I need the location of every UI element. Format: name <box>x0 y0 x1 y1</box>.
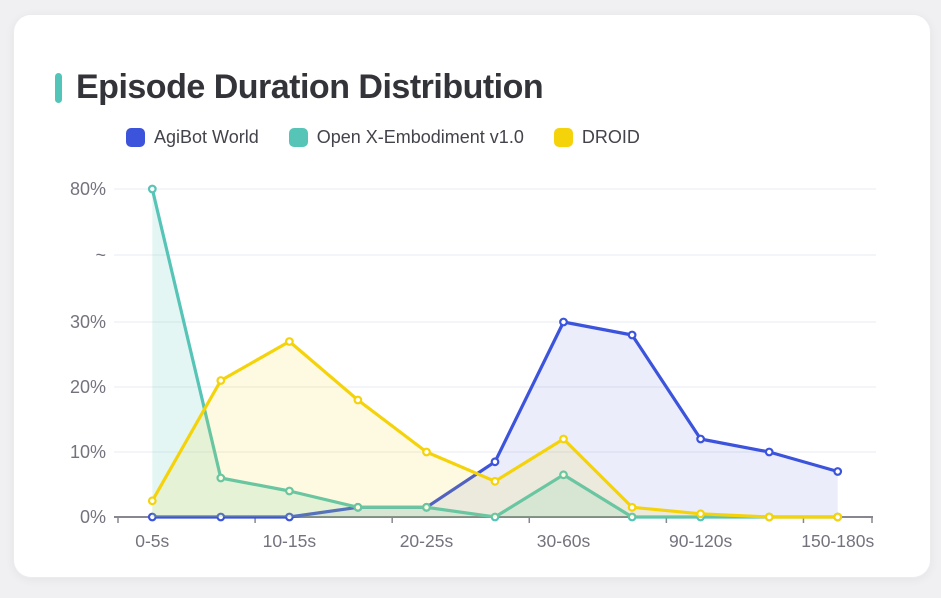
legend-label: DROID <box>581 127 640 147</box>
y-tick-label: 20% <box>70 377 106 397</box>
x-tick-label: 150-180s <box>801 531 874 551</box>
title-row: Episode Duration Distribution <box>55 68 544 107</box>
data-point-droid[interactable] <box>353 395 363 405</box>
data-point-agibot-world[interactable] <box>147 512 157 522</box>
series-droid <box>147 337 843 522</box>
data-point-open-x-embodiment-v1-0[interactable] <box>422 502 431 512</box>
data-point-agibot-world[interactable] <box>216 512 226 522</box>
y-tick-label: 80% <box>70 179 106 199</box>
data-point-agibot-world[interactable] <box>833 467 843 476</box>
y-tick-label: 0% <box>80 507 106 527</box>
data-point-droid[interactable] <box>216 376 226 385</box>
legend-item-open-x-embodiment-v1-0[interactable]: Open X-Embodiment v1.0 <box>288 127 524 148</box>
y-axis-break-symbol: ~ <box>95 245 106 265</box>
data-point-agibot-world[interactable] <box>490 457 500 467</box>
legend-item-agibot-world[interactable]: AgiBot World <box>126 127 259 148</box>
data-point-agibot-world[interactable] <box>764 447 774 457</box>
series-area-open-x-embodiment-v1-0 <box>152 189 838 517</box>
data-point-droid[interactable] <box>764 512 774 522</box>
series-area-droid <box>152 341 838 517</box>
gridlines <box>114 188 876 453</box>
data-point-open-x-embodiment-v1-0[interactable] <box>627 512 637 522</box>
x-axis-labels: 0-5s 10-15s 20-25s 30-60s 90-120s 150-180s <box>135 531 874 551</box>
data-point-open-x-embodiment-v1-0[interactable] <box>490 512 500 522</box>
data-point-droid[interactable] <box>627 502 637 512</box>
legend-item-droid[interactable]: DROID <box>553 127 640 148</box>
data-point-droid[interactable] <box>422 447 431 457</box>
y-axis-labels: 0% 10% 20% 30% ~80% <box>70 179 106 527</box>
legend-label: AgiBot World <box>154 127 259 147</box>
x-tick-label: 30-60s <box>537 531 591 551</box>
legend-swatch-agibot-world <box>126 128 145 147</box>
data-point-open-x-embodiment-v1-0[interactable] <box>285 486 294 496</box>
data-point-open-x-embodiment-v1-0[interactable] <box>559 470 568 480</box>
data-point-agibot-world[interactable] <box>559 317 568 327</box>
legend-label: Open X-Embodiment v1.0 <box>316 127 524 147</box>
data-point-droid[interactable] <box>285 337 294 346</box>
x-tick-label: 0-5s <box>135 531 169 551</box>
chart-title: Episode Duration Distribution <box>76 68 544 106</box>
data-point-agibot-world[interactable] <box>627 330 637 340</box>
legend: AgiBot World Open X-Embodiment v1.0 DROID <box>126 127 640 148</box>
data-point-droid[interactable] <box>147 496 157 506</box>
x-tick-label: 90-120s <box>669 531 732 551</box>
data-point-droid[interactable] <box>696 509 705 519</box>
data-point-open-x-embodiment-v1-0[interactable] <box>147 184 157 194</box>
legend-swatch-droid <box>553 128 573 147</box>
series-area-agibot-world <box>152 322 838 517</box>
legend-swatch-open-x-embodiment-v1-0 <box>288 128 308 147</box>
data-point-open-x-embodiment-v1-0[interactable] <box>216 473 226 483</box>
data-point-agibot-world[interactable] <box>696 434 705 444</box>
y-tick-label: 30% <box>70 312 106 332</box>
x-tick-label: 10-15s <box>263 531 317 551</box>
data-point-agibot-world[interactable] <box>285 512 294 522</box>
x-tick-label: 20-25s <box>400 531 454 551</box>
data-point-droid[interactable] <box>559 434 568 444</box>
title-accent-bar <box>55 72 62 103</box>
y-tick-label: 10% <box>70 442 106 462</box>
chart-card: Episode Duration Distribution AgiBot Wor… <box>13 14 931 578</box>
data-point-droid[interactable] <box>490 476 500 486</box>
data-point-droid[interactable] <box>833 512 843 522</box>
data-point-open-x-embodiment-v1-0[interactable] <box>353 502 363 512</box>
